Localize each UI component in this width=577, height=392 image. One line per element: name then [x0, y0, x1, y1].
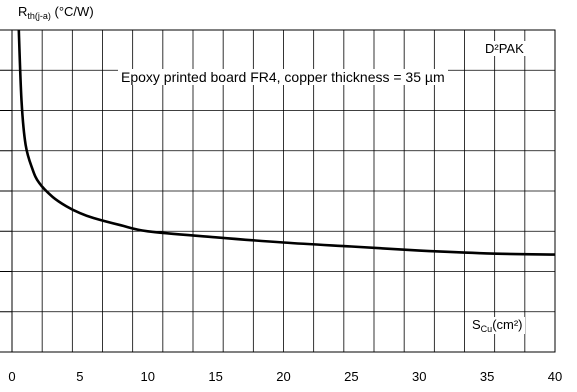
- x-tick-label: 5: [76, 369, 84, 384]
- x-tick-label: 30: [412, 369, 427, 384]
- x-tick-label: 15: [208, 369, 223, 384]
- x-axis-label-unit: (cm²): [492, 317, 523, 332]
- x-tick-label: 35: [479, 369, 495, 384]
- board-annotation: Epoxy printed board FR4, copper thicknes…: [118, 69, 448, 85]
- x-tick-label: 20: [276, 369, 291, 384]
- x-axis-label-symbol: S: [472, 317, 481, 332]
- x-tick-label: 0: [8, 369, 16, 384]
- x-tick-label: 10: [140, 369, 155, 384]
- x-tick-label: 40: [547, 369, 563, 384]
- y-axis-label-unit: (°C/W): [50, 4, 94, 19]
- y-axis-label-symbol: R: [18, 4, 28, 19]
- package-label: D²PAK: [483, 41, 526, 56]
- x-tick-label: 25: [344, 369, 359, 384]
- y-axis-label-subscript: th(j-a): [27, 11, 51, 21]
- series-line: [17, 29, 556, 256]
- x-axis-label-subscript: Cu: [480, 324, 493, 334]
- x-axis-label: SCu(cm²): [470, 317, 525, 334]
- y-axis-label: Rth(j-a) (°C/W): [18, 4, 94, 21]
- plot-frame: [11, 29, 556, 353]
